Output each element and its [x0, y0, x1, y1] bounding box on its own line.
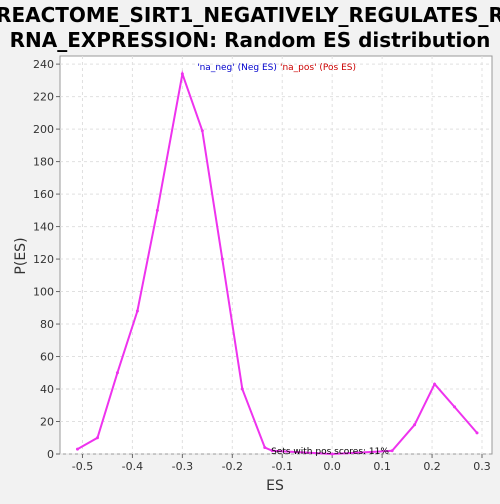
y-tick-label: 140 [33, 221, 54, 234]
data-point [413, 423, 416, 426]
x-tick-label: 0.1 [373, 460, 391, 473]
x-tick-label: 0.0 [323, 460, 341, 473]
data-point [181, 72, 184, 75]
y-tick-label: 200 [33, 123, 54, 136]
x-tick-label: 0.3 [473, 460, 491, 473]
data-point [241, 388, 244, 391]
data-point [116, 371, 119, 374]
y-tick-label: 60 [40, 351, 54, 364]
data-point [156, 209, 159, 212]
legend-pos-entry: 'na_pos' (Pos ES) [280, 63, 356, 73]
chart-title-line-2: RNA_EXPRESSION: Random ES distribution [10, 28, 491, 52]
x-tick-label: -0.4 [122, 460, 143, 473]
y-tick-label: 100 [33, 286, 54, 299]
plot-area [60, 56, 492, 454]
y-tick-label: 240 [33, 58, 54, 71]
legend-neg-entry: 'na_neg' (Neg ES) [197, 63, 277, 73]
data-point [263, 446, 266, 449]
data-point [221, 258, 224, 261]
y-tick-label: 20 [40, 416, 54, 429]
x-tick-label: 0.2 [423, 460, 441, 473]
x-tick-label: -0.2 [222, 460, 243, 473]
x-tick-label: -0.1 [272, 460, 293, 473]
x-axis-label: ES [266, 478, 284, 494]
y-tick-label: 80 [40, 318, 54, 331]
x-tick-label: -0.3 [172, 460, 193, 473]
data-point [391, 449, 394, 452]
data-point [136, 310, 139, 313]
data-point [96, 436, 99, 439]
y-axis-label: P(ES) [13, 237, 29, 274]
y-tick-label: 220 [33, 91, 54, 104]
chart-title-line-1: REACTOME_SIRT1_NEGATIVELY_REGULATES_R [0, 3, 500, 27]
y-tick-label: 160 [33, 188, 54, 201]
x-tick-label: -0.5 [72, 460, 93, 473]
data-point [76, 448, 79, 451]
pos-scores-annotation: Sets with pos scores: 11% [271, 447, 389, 457]
y-tick-label: 180 [33, 156, 54, 169]
y-tick-label: 0 [47, 448, 54, 461]
data-point [453, 405, 456, 408]
data-point [201, 129, 204, 132]
y-axis-ticks: 0 20 40 60 80 100 120 140 160 180 200 220 240 [33, 58, 60, 461]
data-point [433, 383, 436, 386]
data-point [476, 431, 479, 434]
y-tick-label: 40 [40, 383, 54, 396]
y-tick-label: 120 [33, 253, 54, 266]
